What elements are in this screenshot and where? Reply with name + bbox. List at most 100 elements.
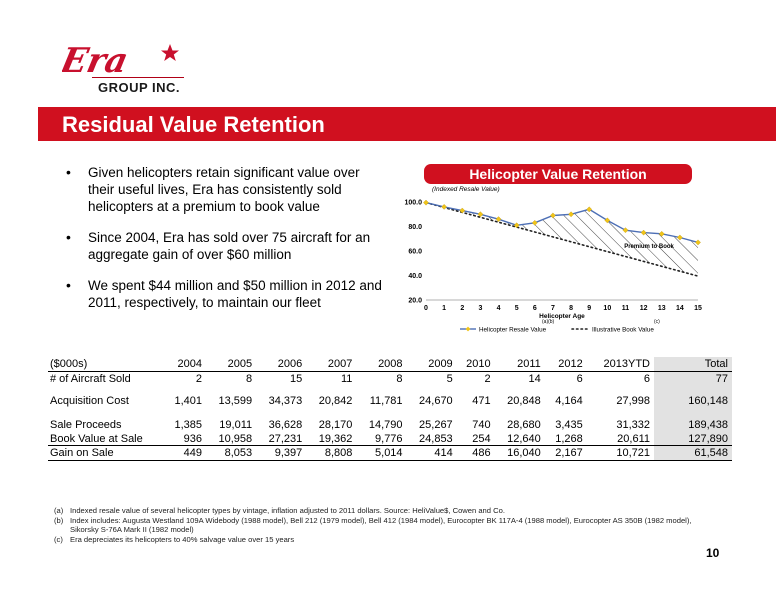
- table-cell: 34,373: [268, 395, 303, 408]
- table-cell: 13,599: [218, 395, 253, 408]
- data-point-resale: [495, 216, 502, 222]
- table-cell: 27,998: [616, 395, 650, 408]
- table-cell: 254: [456, 431, 495, 447]
- table-cell: 4,164: [555, 395, 583, 408]
- x-tick-label: 8: [569, 305, 573, 312]
- x-tick-label: 12: [640, 305, 648, 312]
- chart-header: Helicopter Value Retention: [424, 164, 692, 184]
- row-label: Gain on Sale: [48, 445, 164, 461]
- y-axis-label: (Indexed Resale Value): [432, 186, 500, 193]
- bullet-item: • Since 2004, Era has sold over 75 aircra…: [66, 229, 371, 262]
- premium-hatch-area: [426, 202, 698, 277]
- data-point-resale: [677, 234, 683, 241]
- table-cell: 8: [396, 372, 403, 385]
- legend-label-resale: Helicopter Resale Value: [479, 326, 547, 333]
- table-cell: 11: [340, 372, 353, 385]
- table-cell: 6: [576, 372, 583, 385]
- column-header: 2009: [406, 357, 457, 372]
- x-tick-label: 6: [533, 305, 537, 312]
- table-cell: 740: [472, 418, 491, 431]
- series-line-book-value: [425, 201, 699, 277]
- legend-marker-resale: [465, 326, 471, 332]
- x-tick-label: 3: [478, 305, 482, 312]
- table-row: # of Aircraft Sold 2 8 15 11 8 5 2 14 6 6 77: [48, 371, 732, 386]
- x-tick-label: 4: [497, 305, 501, 312]
- table-row: Gain on Sale 449 8,053 9,397 8,808 5,014 414 48…: [48, 445, 732, 461]
- table-cell: 16,040: [494, 445, 545, 461]
- title-band: Residual Value Retention: [38, 107, 776, 141]
- table-cell: 2: [484, 372, 491, 385]
- table-cell: 36,628: [268, 418, 303, 431]
- row-label: # of Aircraft Sold: [50, 372, 131, 385]
- legend-label-book: Illustrative Book Value: [592, 326, 654, 333]
- table-cell: 5,014: [356, 445, 407, 461]
- value-retention-chart: (Indexed Resale Value) 20.0 40.0 60.0 80.0 1…: [404, 186, 702, 333]
- x-tick-label: 2: [460, 305, 464, 312]
- svg-text:Era: Era: [62, 41, 132, 81]
- table-row: Acquisition Cost 1,401 13,599 34,373 20,842 1…: [48, 394, 732, 409]
- table-cell: 28,170: [318, 418, 353, 431]
- x-tick-label: 5: [515, 305, 519, 312]
- aircraft-sales-table: ($000s) 2004 2005 2006 2007 2008 2009 20…: [48, 357, 732, 461]
- footnote: (a) Indexed resale value of several helic…: [54, 506, 505, 515]
- table-cell: 31,332: [616, 418, 650, 431]
- data-point-resale: [658, 231, 665, 237]
- era-logo: Era GROUP INC.: [62, 40, 188, 96]
- table-cell: 19,362: [306, 431, 357, 447]
- bullet-dot-icon: •: [66, 277, 71, 293]
- table-cell: 24,853: [406, 431, 457, 447]
- table-cell: 27,231: [256, 431, 307, 447]
- bullet-item: • Given helicopters retain significant va…: [66, 164, 360, 214]
- page-number: 10: [706, 546, 720, 560]
- table-cell: 5: [446, 372, 453, 385]
- data-point-resale: [513, 222, 520, 229]
- series-line-resale-value: [425, 201, 699, 244]
- y-tick-label: 40.0: [408, 273, 422, 280]
- table-cell: 10,958: [205, 431, 257, 447]
- column-header: ($000s): [48, 357, 164, 372]
- table-cell: 6: [643, 372, 650, 385]
- table-cell: 28,680: [507, 418, 541, 431]
- data-point-resale: [423, 199, 429, 206]
- data-point-resale: [604, 217, 611, 224]
- bullet-list: • Given helicopters retain significant va…: [66, 164, 386, 325]
- table-cell: 8: [246, 372, 253, 385]
- x-tick-label: 0: [424, 305, 428, 312]
- column-header: 2004: [164, 357, 206, 372]
- table-cell: 471: [472, 395, 491, 408]
- column-header: 2012: [544, 357, 587, 372]
- table-spacer-row: [48, 385, 732, 395]
- logo-rule: [92, 77, 184, 78]
- table-cell: 14: [528, 372, 541, 385]
- data-point-resale: [441, 204, 447, 210]
- y-tick-label: 20.0: [408, 298, 422, 305]
- x-tick-label: 7: [551, 305, 555, 312]
- row-label: Sale Proceeds: [50, 418, 122, 431]
- data-point-resale: [459, 207, 466, 214]
- data-point-resale: [586, 206, 593, 213]
- page-title: Residual Value Retention: [62, 112, 325, 137]
- table-cell: 19,011: [219, 418, 253, 431]
- logo-subtitle: GROUP INC.: [98, 80, 181, 95]
- row-label: Book Value at Sale: [48, 431, 164, 447]
- data-point-resale: [622, 227, 629, 233]
- table-cell: 10,721: [586, 445, 654, 461]
- column-header: 2006: [256, 357, 307, 372]
- footnotes: (a) Indexed resale value of several helic…: [54, 506, 704, 544]
- x-axis-label: Helicopter Age: [539, 313, 585, 320]
- x-tick-label: 13: [658, 305, 666, 312]
- table-cell: 15: [290, 372, 303, 385]
- y-tick-label: 80.0: [408, 224, 422, 231]
- table-cell: 14,790: [368, 418, 403, 431]
- total-cell: 61,548: [654, 445, 732, 461]
- table-cell: 8,808: [306, 445, 357, 461]
- total-cell: 160,148: [654, 394, 732, 409]
- column-header: 2010: [456, 357, 495, 372]
- table-cell: 449: [164, 445, 206, 461]
- x-tick-label: 14: [676, 305, 684, 312]
- column-header: 2008: [356, 357, 407, 372]
- data-point-resale: [568, 211, 574, 218]
- column-header: 2007: [306, 357, 357, 372]
- premium-to-book-annotation: Premium to Book: [624, 244, 674, 250]
- footnote: (b) Index includes: Augusta Westland 109A…: [54, 515, 692, 535]
